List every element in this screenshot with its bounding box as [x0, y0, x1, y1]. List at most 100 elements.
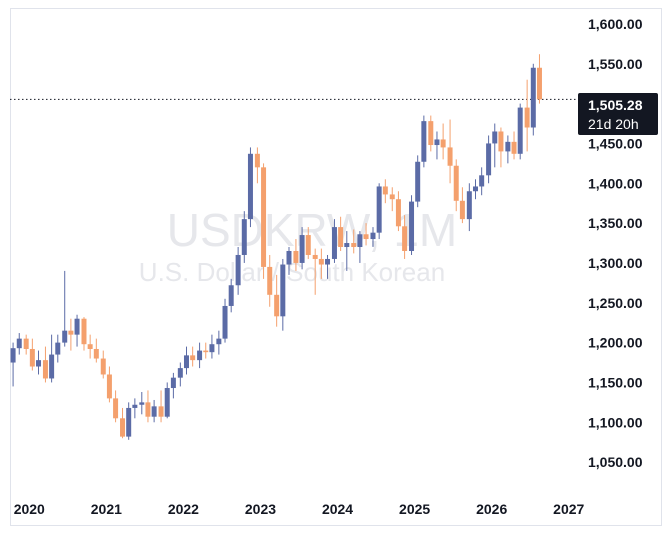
watermark: USDKRW, 1M U.S. Dollar / South Korean: [139, 204, 457, 287]
candle: [530, 63, 536, 136]
candle-body: [459, 200, 465, 220]
time-tick-label: 2020: [14, 501, 45, 517]
price-tag-value: 1,505.28: [588, 97, 643, 113]
candle-body: [62, 330, 68, 343]
candle: [466, 183, 472, 232]
candle-body: [247, 153, 253, 220]
candle: [177, 362, 183, 387]
candle: [170, 372, 176, 399]
candle: [10, 342, 16, 387]
price-tick-label: 1,550.00: [588, 56, 643, 72]
candle-body: [209, 344, 215, 353]
candle-body: [415, 161, 421, 202]
candle: [29, 338, 35, 371]
candle-body: [68, 330, 74, 335]
candle: [183, 346, 189, 375]
candle: [479, 167, 485, 196]
price-tick-label: 1,250.00: [588, 295, 643, 311]
candle-body: [505, 141, 511, 152]
candle: [254, 147, 260, 184]
candle-body: [235, 254, 241, 286]
candle-body: [286, 250, 292, 265]
candle: [280, 258, 286, 331]
candle-body: [100, 358, 106, 375]
price-tick-label: 1,200.00: [588, 335, 643, 351]
time-tick-label: 2021: [91, 501, 122, 517]
candle-body: [299, 235, 305, 263]
candle: [536, 54, 542, 104]
candle-body: [36, 360, 42, 367]
candle: [286, 247, 292, 275]
candle: [402, 215, 408, 259]
candle-body: [382, 186, 388, 195]
candle: [228, 278, 234, 313]
candle-body: [331, 227, 337, 259]
candle-body: [81, 318, 87, 345]
current-price-tag: 1,505.28 21d 20h: [578, 93, 658, 135]
candle-body: [312, 254, 318, 259]
candle: [409, 195, 415, 255]
candle: [222, 298, 228, 343]
price-tick-label: 1,600.00: [588, 16, 643, 32]
candle-body: [274, 294, 280, 317]
candle: [216, 330, 222, 355]
candle: [363, 223, 369, 246]
candle: [511, 131, 517, 160]
candle-body: [466, 191, 472, 220]
candle: [190, 346, 196, 367]
candle-body: [389, 194, 395, 200]
candle: [299, 227, 305, 270]
price-tag-background: [578, 93, 658, 135]
candle-body: [23, 338, 29, 349]
candle-body: [453, 165, 459, 201]
price-tick-label: 1,350.00: [588, 215, 643, 231]
candle: [113, 390, 119, 423]
candle: [151, 399, 157, 423]
candle-body: [170, 377, 176, 389]
candle: [524, 79, 530, 152]
candle: [235, 247, 241, 295]
candle: [376, 183, 382, 240]
candles: [10, 54, 542, 440]
candle: [447, 119, 453, 184]
candle-body: [524, 107, 530, 128]
candle-body: [402, 226, 408, 251]
time-axis[interactable]: 2020 2021 2022 2023 2024 2025 2026 2027: [14, 501, 585, 517]
time-tick-label: 2027: [553, 501, 584, 517]
candle-body: [126, 407, 132, 437]
candle-body: [318, 258, 324, 265]
candle-body: [106, 374, 112, 399]
candle-body: [158, 406, 164, 417]
candle: [318, 248, 324, 279]
candle: [247, 147, 253, 228]
candle: [382, 179, 388, 204]
candle-body: [479, 175, 485, 187]
candle: [120, 407, 126, 439]
candle-body: [74, 318, 80, 335]
candle-body: [261, 167, 267, 267]
candle: [139, 392, 145, 415]
candle-body: [113, 398, 119, 419]
candle: [331, 219, 337, 263]
candle: [145, 390, 151, 423]
candle: [325, 254, 331, 279]
candle-body: [428, 121, 434, 146]
candle-body: [536, 67, 542, 100]
candle-body: [241, 219, 247, 255]
candle: [106, 366, 112, 403]
price-axis[interactable]: 1,050.00 1,100.00 1,150.00 1,200.00 1,250.00…: [588, 16, 643, 470]
candle-body: [49, 354, 55, 379]
candle-body: [338, 227, 344, 248]
candle: [203, 342, 209, 359]
time-tick-label: 2025: [399, 501, 430, 517]
candle: [274, 274, 280, 327]
price-tick-label: 1,300.00: [588, 255, 643, 271]
time-tick-label: 2022: [168, 501, 199, 517]
candle: [415, 155, 421, 208]
candle: [68, 318, 74, 351]
candle: [428, 115, 434, 152]
time-tick-label: 2026: [476, 501, 507, 517]
candle: [498, 127, 504, 168]
candle: [132, 398, 138, 419]
